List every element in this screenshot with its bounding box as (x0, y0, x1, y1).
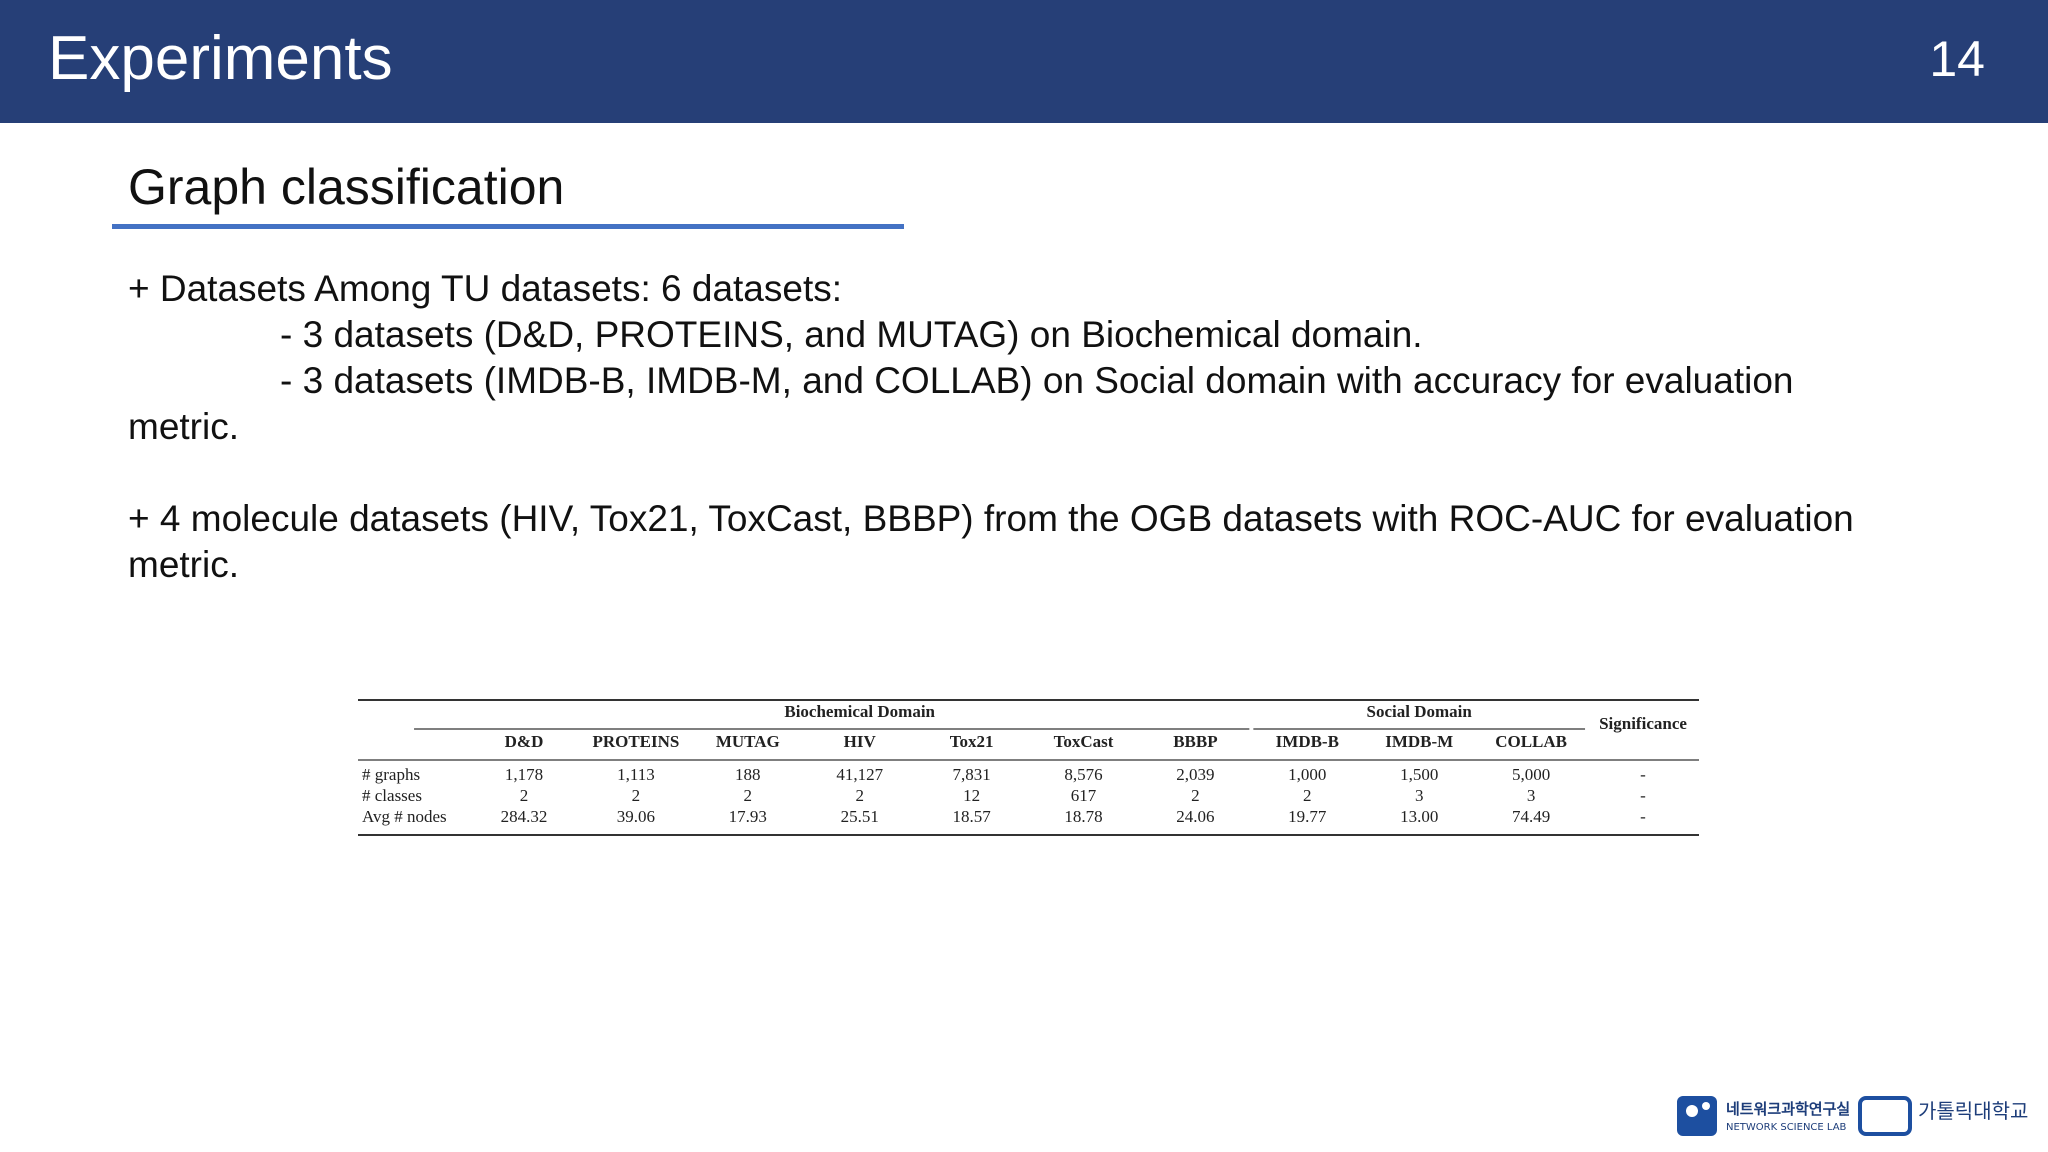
table-cell: 74.49 (1512, 807, 1550, 826)
column-header: IMDB-M (1385, 732, 1453, 751)
column-header: ToxCast (1054, 732, 1114, 751)
table-cell: - (1640, 786, 1646, 805)
logos: 네트워크과학연구실 NETWORK SCIENCE LAB 가톨릭대학교 (1677, 1096, 2028, 1136)
table-cell: 18.57 (952, 807, 991, 826)
paragraph: + 4 molecule datasets (HIV, Tox21, ToxCa… (128, 496, 1908, 588)
table-cell: 2 (1191, 786, 1200, 805)
column-header: PROTEINS (592, 732, 679, 751)
column-header: Significance (1599, 714, 1687, 733)
column-header: BBBP (1173, 732, 1217, 751)
section-title: Graph classification (128, 159, 565, 215)
table-cell: 41,127 (836, 765, 883, 784)
table-cell: 25.51 (841, 807, 879, 826)
table-cell: 18.78 (1064, 807, 1102, 826)
column-header: MUTAG (716, 732, 780, 751)
slide-title: Experiments (48, 24, 393, 93)
table-cell: 2 (520, 786, 529, 805)
table-cell: 17.93 (729, 807, 767, 826)
column-header: COLLAB (1495, 732, 1567, 751)
table-cell: 2 (1303, 786, 1312, 805)
table-cell: 188 (735, 765, 761, 784)
table-cell: 2 (632, 786, 641, 805)
univ-logo-text: 가톨릭대학교 (1918, 1099, 2028, 1123)
page-number: 14 (1929, 31, 1985, 87)
bullet: + 4 molecule datasets (HIV, Tox21, ToxCa… (128, 498, 1854, 585)
column-header: IMDB-B (1276, 732, 1339, 751)
sub-bullet: - 3 datasets (IMDB-B, IMDB-M, and COLLAB… (128, 360, 1794, 447)
row-label: # classes (362, 786, 422, 805)
paragraph: + Datasets Among TU datasets: 6 datasets… (128, 266, 1908, 450)
table-cell: 3 (1415, 786, 1424, 805)
table-cell: 2 (855, 786, 864, 805)
table-cell: 1,000 (1288, 765, 1326, 784)
body-text: + Datasets Among TU datasets: 6 datasets… (128, 266, 1908, 634)
group-header: Social Domain (1367, 702, 1473, 721)
lab-logo-icon (1677, 1096, 1717, 1136)
table-cell: 39.06 (617, 807, 655, 826)
table-cell: 7,831 (952, 765, 990, 784)
table-cell: 12 (963, 786, 980, 805)
lab-logo-node (1686, 1105, 1698, 1117)
table-cell: 284.32 (501, 807, 548, 826)
table-cell: 2,039 (1176, 765, 1214, 784)
table-cell: 1,113 (617, 765, 655, 784)
table-cell: 1,178 (505, 765, 543, 784)
table-cell: 8,576 (1064, 765, 1102, 784)
lab-logo-subtext: NETWORK SCIENCE LAB (1726, 1122, 1847, 1133)
section-underline (112, 224, 904, 229)
table-cell: 1,500 (1400, 765, 1438, 784)
column-header: Tox21 (950, 732, 994, 751)
table-cell: 2 (744, 786, 753, 805)
table-cell: 13.00 (1400, 807, 1438, 826)
row-label: Avg # nodes (362, 807, 447, 826)
table-cell: 5,000 (1512, 765, 1550, 784)
group-header: Biochemical Domain (784, 702, 935, 721)
table-cell: 24.06 (1176, 807, 1214, 826)
column-header: D&D (505, 732, 544, 751)
table-cell: - (1640, 765, 1646, 784)
bullet: + Datasets Among TU datasets: 6 datasets… (128, 268, 843, 309)
table-cell: 3 (1527, 786, 1536, 805)
table-cell: 617 (1071, 786, 1097, 805)
column-header: HIV (844, 732, 877, 751)
header-bar (0, 0, 2048, 123)
lab-logo-node (1702, 1102, 1710, 1110)
sub-bullet: - 3 datasets (D&D, PROTEINS, and MUTAG) … (280, 314, 1423, 355)
table-cell: 19.77 (1288, 807, 1327, 826)
lab-logo-text: 네트워크과학연구실 (1726, 1100, 1850, 1118)
row-label: # graphs (362, 765, 420, 784)
univ-logo-icon (1858, 1096, 1912, 1136)
table-cell: - (1640, 807, 1646, 826)
